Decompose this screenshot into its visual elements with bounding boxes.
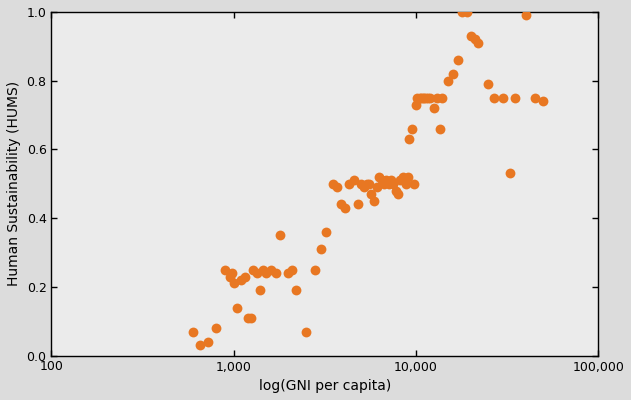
Point [261, 270, 271, 276]
Point [356, 180, 366, 187]
Point [248, 266, 258, 273]
Point [435, 126, 445, 132]
Point [240, 273, 250, 280]
Point [252, 270, 262, 276]
Point [246, 315, 256, 321]
Point [407, 126, 417, 132]
Point [353, 201, 363, 208]
Point [340, 205, 350, 211]
Point [473, 40, 483, 46]
Point [419, 95, 429, 101]
Point [363, 180, 374, 187]
Point [382, 177, 392, 184]
Point [344, 180, 354, 187]
Point [490, 95, 500, 101]
Point [228, 280, 239, 287]
Point [403, 174, 413, 180]
Point [483, 81, 493, 87]
Point [384, 180, 394, 187]
Point [243, 315, 253, 321]
Point [266, 266, 276, 273]
Point [401, 180, 411, 187]
Point [220, 266, 230, 273]
Point [462, 9, 472, 15]
Y-axis label: Human Sustainability (HUMS): Human Sustainability (HUMS) [7, 81, 21, 286]
Point [413, 95, 423, 101]
Point [211, 325, 221, 331]
Point [530, 95, 540, 101]
Point [510, 95, 520, 101]
Point [498, 95, 508, 101]
Point [350, 177, 360, 184]
Point [425, 95, 435, 101]
Point [291, 287, 301, 294]
Point [395, 177, 405, 184]
Point [391, 188, 401, 194]
Point [521, 12, 531, 18]
Point [236, 277, 246, 283]
Point [437, 95, 447, 101]
Point [227, 270, 237, 276]
Point [332, 184, 342, 190]
Point [398, 174, 408, 180]
Point [225, 273, 235, 280]
Point [404, 136, 415, 142]
Point [457, 9, 468, 15]
Point [287, 266, 297, 273]
Point [505, 170, 516, 177]
Point [388, 180, 398, 187]
Point [466, 33, 476, 39]
Point [283, 270, 293, 276]
Point [374, 174, 384, 180]
Point [410, 180, 420, 187]
Point [386, 177, 396, 184]
Point [423, 95, 433, 101]
Point [393, 191, 403, 197]
Point [428, 105, 439, 111]
Point [336, 201, 346, 208]
Point [469, 36, 480, 43]
Point [448, 71, 458, 77]
Point [232, 304, 242, 311]
Point [188, 328, 198, 335]
Point [310, 266, 320, 273]
Point [377, 177, 387, 184]
Point [411, 102, 421, 108]
Point [301, 328, 311, 335]
Point [415, 95, 425, 101]
Point [255, 287, 265, 294]
Point [372, 184, 382, 190]
Point [275, 232, 285, 238]
Point [432, 95, 442, 101]
Point [362, 180, 372, 187]
X-axis label: log(GNI per capita): log(GNI per capita) [259, 379, 391, 393]
Point [443, 78, 453, 84]
Point [538, 98, 548, 104]
Point [316, 246, 326, 252]
Point [416, 95, 427, 101]
Point [321, 229, 331, 235]
Point [418, 95, 428, 101]
Point [421, 95, 431, 101]
Point [379, 180, 389, 187]
Point [203, 339, 213, 345]
Point [453, 57, 463, 63]
Point [258, 266, 268, 273]
Point [271, 270, 281, 276]
Point [327, 180, 338, 187]
Point [359, 184, 369, 190]
Point [194, 342, 204, 348]
Point [369, 198, 379, 204]
Point [367, 191, 377, 197]
